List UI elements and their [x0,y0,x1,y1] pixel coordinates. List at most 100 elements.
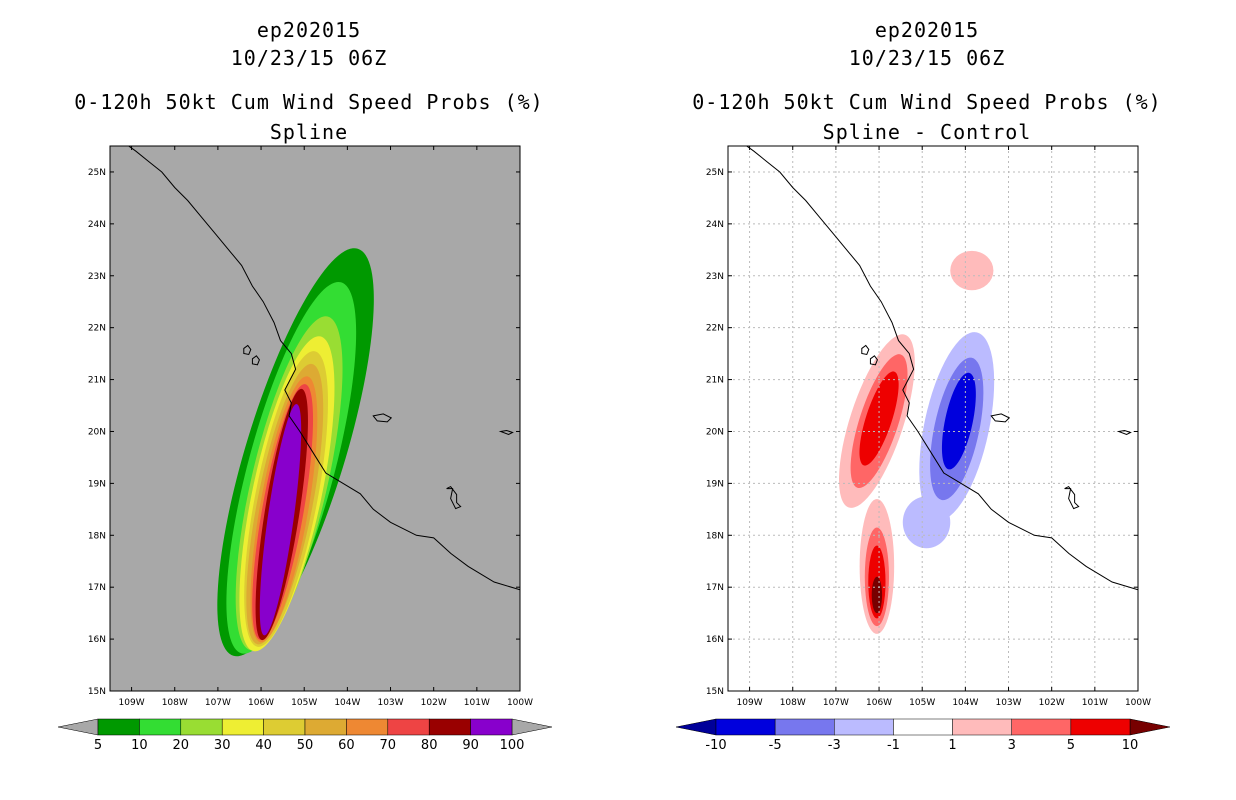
colorbar-label: 100 [500,738,525,753]
coastline [745,146,1138,591]
x-tick-label: 109W [737,698,763,708]
island [251,355,260,366]
colorbar-swatch [304,718,347,736]
x-tick-label: 106W [866,698,892,708]
colorbar-label: 50 [297,738,314,753]
small-lake [498,429,514,436]
colorbar-extend-low [675,718,717,736]
chart-title: 0-120h 50kt Cum Wind Speed Probs (%) [74,90,544,114]
colorbar-swatch [346,718,389,736]
inland-lake [446,485,462,510]
y-tick-label: 24N [88,220,106,230]
x-tick-label: 107W [823,698,849,708]
y-tick-label: 25N [88,168,106,178]
island [861,344,870,356]
colorbar-label: 70 [380,738,397,753]
y-tick-label: 19N [88,479,106,489]
colorbar-swatch [952,718,1012,736]
x-tick-label: 103W [995,698,1021,708]
colorbar-label: 5 [1067,738,1075,753]
colorbar-extend-high [1129,718,1171,736]
coastline [127,146,520,591]
x-tick-label: 101W [1082,698,1108,708]
diff-region-10 [871,576,883,614]
lake-chapala [990,413,1011,423]
colorbar-label: 20 [173,738,190,753]
diff-region-neg5 [941,372,976,470]
x-tick-label: 103W [377,698,403,708]
prob-level-90 [259,404,302,636]
chart-subtitle: Spline [269,120,349,144]
colorbar-swatch [470,718,513,736]
chart-subtitle: Spline - Control [822,120,1032,144]
diff-region-1 [950,250,994,291]
x-tick-label: 109W [119,698,145,708]
colorbar-label: 30 [214,738,231,753]
colorbar-label: 10 [1122,738,1139,753]
colorbar-label: 60 [338,738,355,753]
difference-map: 109W 108W 107W 106W 105W 104W 103W 102W 101W 100W… [675,145,1171,753]
probability-map: 109W 108W 107W 106W 105W 104W 103W 102W 101W 100W… [57,145,553,753]
plot-frame [727,145,1139,692]
colorbar-swatch [387,718,430,736]
x-tick-label: 100W [1125,698,1151,708]
diff-region-5 [859,371,899,466]
small-lake [1116,429,1132,436]
colorbar-label: -5 [769,738,782,753]
plot-area [728,146,1138,691]
y-tick-label: 17N [88,583,106,593]
y-tick-label: 21N [88,376,106,386]
y-tick-label: 23N [88,272,106,282]
colorbar-label: 40 [255,738,272,753]
y-tick-label: 20N [706,427,724,437]
y-tick-label: 20N [88,427,106,437]
colorbar-swatch [774,718,835,736]
colorbar-label: 10 [131,738,148,753]
panel-spline: ep202015 10/23/15 06Z 0-120h 50kt Cum Wi… [57,18,553,753]
colorbar-label: 3 [1008,738,1016,753]
datetime-label: 10/23/15 06Z [848,46,1006,70]
panel-spline-minus-control: ep202015 10/23/15 06Z 0-120h 50kt Cum Wi… [618,0,1236,800]
y-tick-label: 16N [88,635,106,645]
y-tick-label: 22N [88,324,106,334]
diff-region-neg1 [902,496,951,549]
storm-id-label: ep202015 [256,18,362,42]
y-tick-label: 24N [706,220,724,230]
x-tick-label: 108W [162,698,188,708]
plot-area [110,146,520,657]
y-tick-label: 17N [706,583,724,593]
colorbar-swatch [428,718,471,736]
colorbar-label: 80 [421,738,438,753]
y-tick-label: 23N [706,272,724,282]
colorbar-label: -1 [887,738,900,753]
x-tick-label: 102W [1039,698,1065,708]
storm-id-label: ep202015 [874,18,980,42]
y-tick-label: 18N [88,531,106,541]
y-tick-label: 22N [706,324,724,334]
datetime-label: 10/23/15 06Z [230,46,388,70]
x-tick-label: 105W [291,698,317,708]
x-tick-label: 104W [952,698,978,708]
x-tick-label: 108W [780,698,806,708]
colorbar-swatch [263,718,306,736]
y-tick-label: 16N [706,635,724,645]
colorbar-extend-high [511,718,553,736]
colorbar-label: -3 [828,738,841,753]
x-tick-label: 102W [421,698,447,708]
colorbar-swatch [1070,718,1131,736]
island [869,355,878,366]
y-tick-label: 15N [706,687,724,697]
island [243,344,252,356]
colorbar-swatch [715,718,776,736]
x-tick-label: 106W [248,698,274,708]
colorbar-label: 5 [94,738,102,753]
x-tick-label: 101W [464,698,490,708]
x-tick-label: 100W [507,698,533,708]
colorbar-swatch [97,718,140,736]
colorbar-label: -10 [705,738,726,753]
y-tick-label: 25N [706,168,724,178]
x-tick-label: 104W [334,698,360,708]
colorbar-swatch [139,718,182,736]
colorbar-swatch [893,718,953,736]
colorbar-swatch [180,718,223,736]
